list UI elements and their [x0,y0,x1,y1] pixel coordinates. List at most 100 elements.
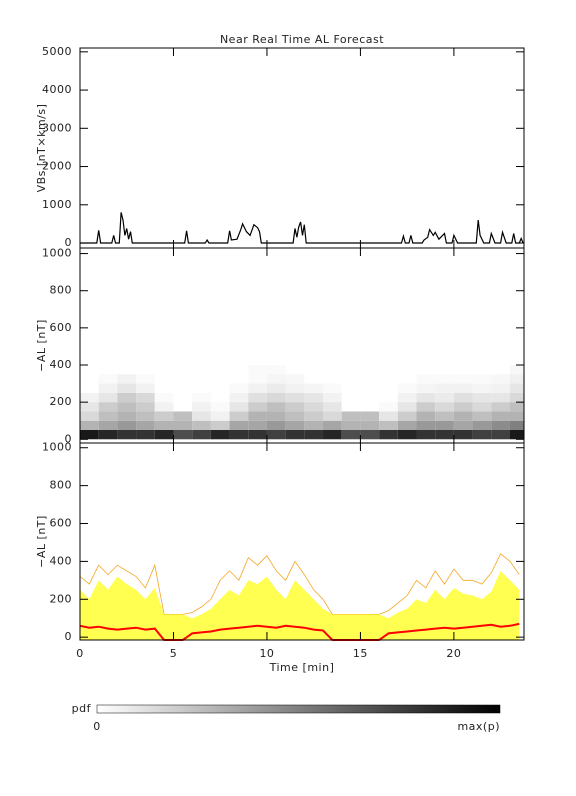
heat-cell [416,383,436,393]
colorbar-max: max(p) [457,720,500,733]
y-tick-label: 3000 [42,121,72,134]
heat-cell [98,365,118,375]
heat-cell [173,430,193,440]
heat-cell [323,430,342,440]
heat-cell [435,402,454,412]
heat-cell [229,420,249,430]
heat-cell [341,430,361,440]
heat-cell [509,402,524,412]
heat-cell [435,365,454,375]
heat-cell [435,411,454,421]
heat-cell [248,430,267,440]
heat-cell [173,392,193,403]
heat-cell [323,420,342,430]
y-axis-label: −AL [nT] [35,319,48,372]
heat-cell [491,402,510,412]
heat-cell [136,411,155,421]
heat-cell [323,365,342,375]
heat-cell [229,392,249,403]
x-tick-label: 15 [353,647,368,660]
heat-cell [285,392,305,403]
heat-cell [472,392,492,403]
heat-cell [136,420,155,430]
heat-cell [416,420,436,430]
heat-cell [472,365,492,375]
heat-cell [360,411,380,421]
heat-cell [80,402,99,412]
heat-cell [210,402,230,412]
heat-cell [173,374,193,384]
heat-cell [304,365,324,375]
heat-cell [117,420,137,430]
heat-cell [360,430,380,440]
heat-cell [397,402,417,412]
x-tick-label: 0 [76,647,84,660]
x-axis-label: Time [min] [269,661,335,674]
heat-cell [453,420,473,430]
heat-cell [416,374,436,384]
heat-cell [229,402,249,412]
heat-cell [266,402,286,412]
heat-cell [210,374,230,384]
heat-cell [472,411,492,421]
heat-cell [397,392,417,403]
heat-cell [80,365,99,375]
heat-cell [154,383,174,393]
heat-cell [341,411,361,421]
heat-cell [379,430,398,440]
heat-cell [229,374,249,384]
heat-cell [360,374,380,384]
y-tick-label: 1000 [42,441,72,454]
heat-cell [173,383,193,393]
heat-cell [509,411,524,421]
heat-cell [397,374,417,384]
y-tick-label: 1000 [42,247,72,260]
heat-cell [117,402,137,412]
heat-cell [341,420,361,430]
chart-title: Near Real Time AL Forecast [220,33,384,46]
heat-cell [80,383,99,393]
heat-cell [304,430,324,440]
heat-cell [248,411,267,421]
heat-cell [435,374,454,384]
y-axis-label: VBs [nT×km/s] [35,104,48,193]
heat-cell [491,374,510,384]
heat-cell [154,411,174,421]
heat-cell [304,392,324,403]
heat-cell [154,402,174,412]
heat-cell [117,411,137,421]
heat-cell [266,430,286,440]
heat-cell [117,383,137,393]
y-tick-label: 5000 [42,45,72,58]
heat-cell [136,392,155,403]
heat-cell [192,411,211,421]
heat-cell [379,383,398,393]
heat-cell [416,411,436,421]
heat-cell [453,402,473,412]
heat-cell [98,392,118,403]
heat-cell [136,374,155,384]
heat-cell [192,365,211,375]
x-tick-label: 10 [259,647,274,660]
heat-cell [192,392,211,403]
heat-cell [472,383,492,393]
colorbar-label: pdf [72,702,92,715]
heat-cell [210,430,230,440]
heat-cell [285,365,305,375]
heat-cell [210,365,230,375]
heat-cell [285,411,305,421]
heat-cell [416,402,436,412]
heat-cell [266,392,286,403]
heat-cell [379,365,398,375]
heat-cell [397,383,417,393]
heat-cell [323,411,342,421]
heat-cell [117,392,137,403]
heat-cell [248,383,267,393]
y-tick-label: 0 [65,630,73,643]
heat-cell [509,383,524,393]
heat-cell [397,365,417,375]
heat-cell [360,383,380,393]
heat-cell [210,420,230,430]
heat-cell [266,365,286,375]
heat-cell [397,411,417,421]
